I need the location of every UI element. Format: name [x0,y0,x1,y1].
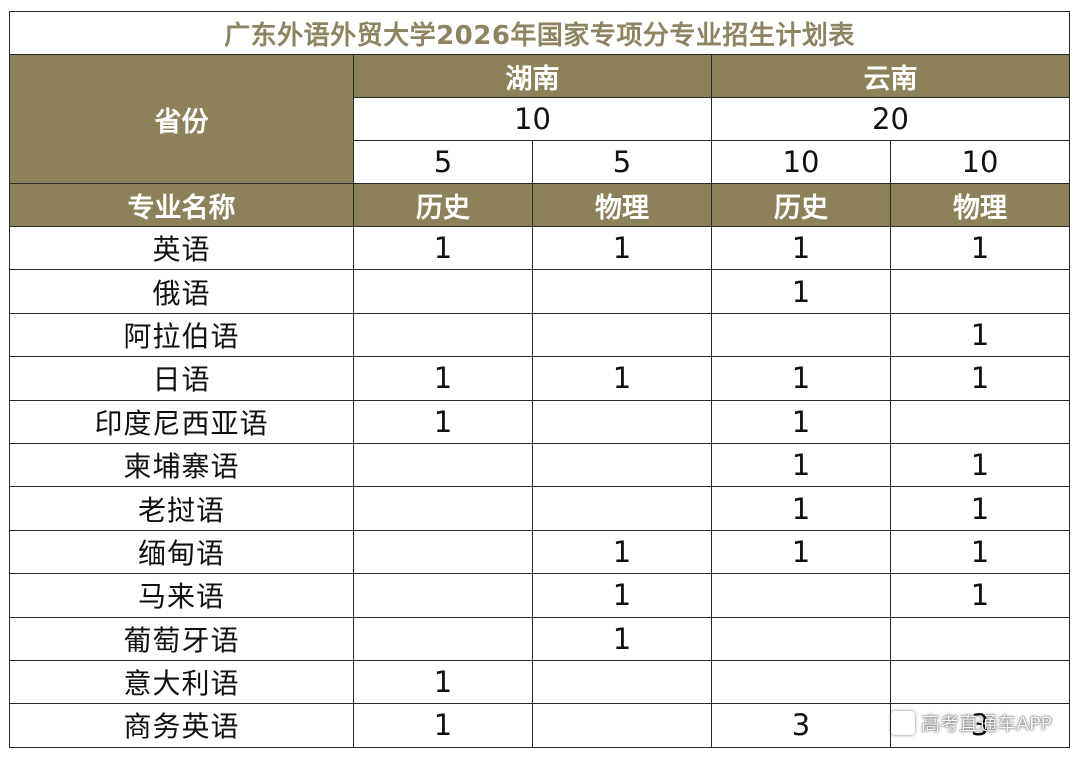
quota-cell [711,312,891,358]
table-title: 广东外语外贸大学2026年国家专项分专业招生计划表 [9,11,1070,55]
subject-hunan-physics: 物理 [532,183,712,227]
quota-cell: 1 [532,225,712,271]
hunan-history-total: 5 [353,140,533,184]
quota-cell: 1 [532,356,712,401]
quota-cell [532,312,712,358]
subject-yunnan-physics: 物理 [890,183,1070,227]
major-name-cell: 英语 [9,225,354,271]
app-logo-icon [891,710,916,735]
yunnan-history-total: 10 [711,140,891,184]
quota-cell: 3 [711,703,891,748]
quota-cell: 1 [711,529,891,575]
quota-cell: 1 [890,356,1070,401]
table-row: 葡萄牙语 1 [9,616,1070,661]
subject-hunan-history: 历史 [353,183,533,227]
quota-cell: 1 [890,312,1070,358]
table-row: 柬埔寨语 1 1 [9,442,1070,488]
quota-cell: 1 [711,356,891,401]
quota-cell: 1 [711,486,891,531]
quota-cell [890,659,1070,705]
quota-cell: 1 [532,616,712,661]
table-row: 英语 1 1 1 1 [9,225,1070,271]
major-name-cell: 印度尼西亚语 [9,399,354,444]
table-row: 商务英语 1 3 3 [9,703,1070,748]
table-row: 日语 1 1 1 1 [9,356,1070,401]
major-name-cell: 马来语 [9,573,354,618]
table-row: 意大利语 1 [9,659,1070,705]
quota-cell: 1 [353,399,533,444]
quota-cell [532,703,712,748]
quota-cell [353,312,533,358]
quota-cell: 1 [890,573,1070,618]
major-name-cell: 意大利语 [9,659,354,705]
table-row: 印度尼西亚语 1 1 [9,399,1070,444]
major-name-cell: 俄语 [9,269,354,314]
major-name-cell: 葡萄牙语 [9,616,354,661]
quota-cell [711,659,891,705]
quota-cell: 1 [711,442,891,488]
quota-cell [353,573,533,618]
quota-cell [353,442,533,488]
quota-cell: 1 [890,529,1070,575]
quota-cell [711,573,891,618]
quota-cell: 1 [353,703,533,748]
table-row: 阿拉伯语 1 [9,312,1070,358]
major-name-cell: 商务英语 [9,703,354,748]
hunan-physics-total: 5 [532,140,712,184]
table-row: 缅甸语 1 1 1 [9,529,1070,575]
quota-cell: 1 [353,225,533,271]
quota-cell: 1 [532,529,712,575]
subject-header-row: 专业名称 历史 物理 历史 物理 [9,183,1070,227]
major-name-cell: 日语 [9,356,354,401]
quota-cell: 1 [890,486,1070,531]
quota-cell [353,616,533,661]
enrollment-plan-table: 广东外语外贸大学2026年国家专项分专业招生计划表 省份 湖南 云南 10 20… [9,11,1070,748]
quota-cell [532,442,712,488]
quota-cell: 1 [532,573,712,618]
quota-cell: 1 [711,225,891,271]
quota-cell [532,486,712,531]
quota-cell [711,616,891,661]
subject-total-row: 5 5 10 10 [10,140,1070,184]
app-watermark: 高考直通车APP [891,709,1052,736]
app-watermark-text: 高考直通车APP [921,713,1052,735]
table-row: 马来语 1 1 [9,573,1070,618]
quota-cell [532,399,712,444]
province-hunan: 湖南 [353,54,712,98]
major-name-cell: 缅甸语 [9,529,354,575]
quota-cell: 1 [890,442,1070,488]
quota-cell: 1 [353,356,533,401]
major-label: 专业名称 [9,183,354,227]
quota-cell [353,529,533,575]
quota-cell [890,616,1070,661]
quota-cell [890,399,1070,444]
quota-cell [532,269,712,314]
table-row: 俄语 1 [9,269,1070,314]
title-row: 广东外语外贸大学2026年国家专项分专业招生计划表 [9,11,1070,55]
major-name-cell: 柬埔寨语 [9,442,354,488]
quota-cell: 1 [890,225,1070,271]
quota-cell [353,486,533,531]
yunnan-physics-total: 10 [890,140,1070,184]
quota-cell [890,269,1070,314]
quota-cell: 1 [711,269,891,314]
province-label: 省份 [9,54,354,184]
major-name-cell: 老挝语 [9,486,354,531]
hunan-total: 10 [353,97,712,141]
yunnan-total: 20 [711,97,1070,141]
province-total-row: 10 20 [10,97,1070,141]
quota-cell [532,659,712,705]
quota-cell: 3 [890,703,1070,748]
province-yunnan: 云南 [711,54,1070,98]
quota-cell [353,269,533,314]
major-name-cell: 阿拉伯语 [9,312,354,358]
quota-cell: 1 [353,659,533,705]
province-name-row: 省份 湖南 云南 [9,54,1070,184]
quota-cell: 1 [711,399,891,444]
subject-yunnan-history: 历史 [711,183,891,227]
table-row: 老挝语 1 1 [9,486,1070,531]
